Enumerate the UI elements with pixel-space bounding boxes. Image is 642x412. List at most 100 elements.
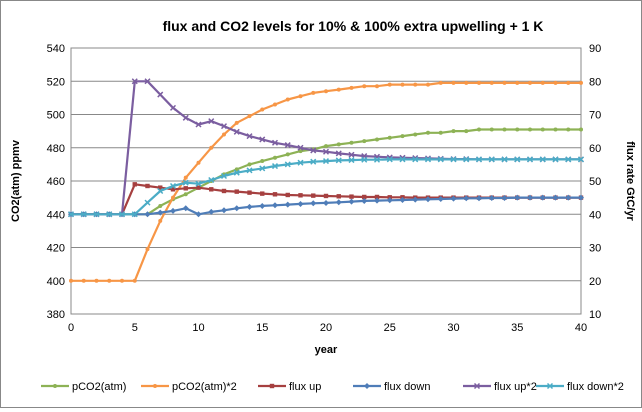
data-point [323,193,329,199]
data-point [387,135,392,140]
data-point [118,211,126,218]
data-point [272,192,278,197]
data-point [132,278,137,283]
legend-label: pCO2(atm)*2 [172,381,237,393]
x-tick-label: 0 [68,322,74,334]
data-point [259,165,266,172]
y2-tick-label: 70 [589,110,601,122]
data-point [515,80,520,85]
data-point [220,172,228,180]
series-pco2-atm-2 [69,80,583,283]
data-point [221,207,227,214]
data-point [424,156,432,163]
data-point [412,196,419,203]
data-point [271,163,279,170]
data-point [489,80,494,85]
data-point [233,205,240,212]
data-point [566,127,571,132]
legend-label: flux up*2 [494,381,537,393]
legend-label: flux down [384,381,430,393]
data-point [374,194,380,200]
data-point [539,156,546,163]
data-point [361,197,368,204]
y-tick-label: 420 [47,243,65,255]
data-point [195,121,202,128]
data-point [463,195,470,202]
x-tick-label: 35 [511,322,523,334]
data-point [310,147,317,154]
data-point [349,194,354,199]
data-point [514,156,521,163]
legend-item: flux down*2 [536,381,624,393]
data-point [285,152,290,157]
data-point [322,158,330,165]
data-point [386,197,393,204]
data-point [450,156,457,163]
data-point [425,196,431,203]
x-axis-label: year [315,344,338,356]
data-point [413,82,418,87]
data-point [183,192,188,197]
data-point [145,247,150,252]
plot-area [70,47,582,315]
data-point [158,218,163,223]
data-point [324,144,328,149]
data-point [502,127,507,132]
data-point [233,128,240,135]
data-point [437,156,444,163]
data-point [120,278,124,283]
data-point [208,118,215,125]
data-point [80,211,87,218]
data-point [578,194,584,201]
x-tick-label: 40 [575,322,587,334]
x-tick-label: 25 [384,322,396,334]
data-point [246,167,253,174]
y-tick-label: 400 [47,276,65,288]
data-point [171,195,175,200]
data-point [220,123,228,130]
data-point [195,211,202,218]
legend-marker [53,384,57,388]
x-tick-label: 10 [192,322,204,334]
legend-marker [364,383,370,389]
data-point [400,82,405,87]
data-point [540,80,545,85]
data-point [260,107,265,112]
data-point [234,120,239,125]
data-point [221,188,227,194]
data-point [131,78,138,85]
legend-label: flux up [289,381,321,393]
data-point [209,145,214,150]
data-point [565,156,572,163]
data-point [476,195,482,202]
data-point [182,179,189,186]
y2-tick-label: 40 [589,209,601,221]
data-point [539,194,546,201]
data-point [144,211,151,218]
data-point [247,114,252,119]
x-tick-label: 20 [320,322,332,334]
data-point [336,194,341,199]
data-point [81,278,86,283]
data-point [335,150,342,157]
data-point [400,134,405,139]
data-point [169,182,177,190]
data-point [438,80,443,85]
data-point [464,129,469,134]
legend-item: pCO2(atm)*2 [141,381,237,393]
data-point [183,186,188,191]
legend-marker [269,383,275,389]
data-point [349,140,354,145]
data-point [438,130,443,135]
series-flux-down [68,194,584,218]
data-point [450,195,457,202]
data-point [488,194,495,201]
data-point [285,192,290,198]
data-point [552,156,559,163]
data-point [182,114,189,121]
legend-item: flux down [353,381,430,393]
data-point [477,127,481,132]
data-point [170,207,176,214]
data-point [361,156,368,163]
